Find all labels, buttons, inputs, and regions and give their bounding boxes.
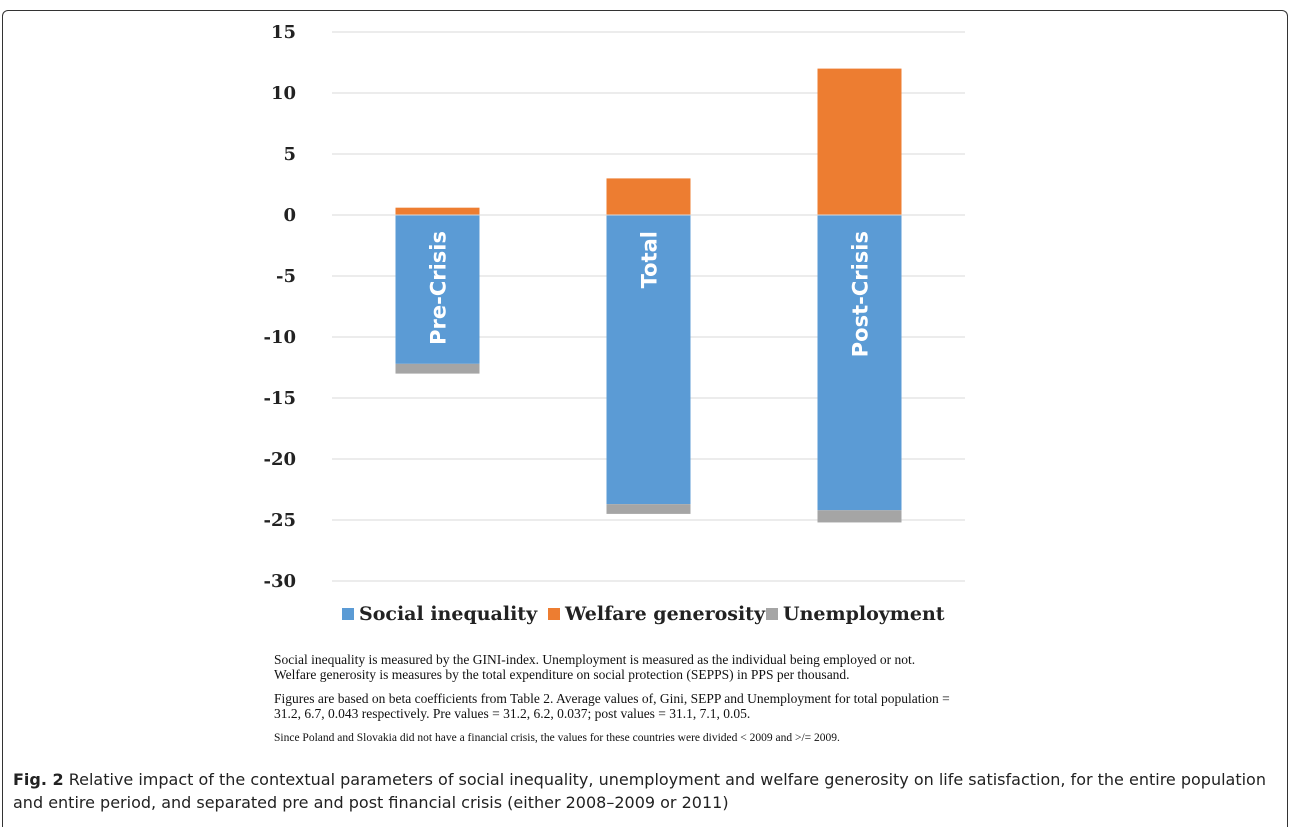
bar-category-label: Post-Crisis — [849, 231, 873, 357]
figure-label: Fig. 2 — [13, 770, 64, 789]
note-line-2: Welfare generosity is measures by the to… — [274, 667, 850, 682]
bar-segment — [817, 510, 902, 523]
figure-caption-text: Relative impact of the contextual parame… — [13, 770, 1266, 812]
bar-category-labels: Pre-Crisis Total Post-Crisis — [427, 231, 873, 357]
y-axis-tick-labels: 15 10 5 0 -5 -10 -15 -20 -25 -30 — [263, 22, 296, 592]
legend-label: Welfare generosity — [564, 603, 766, 625]
y-tick-label: -5 — [276, 266, 296, 287]
note-line-1: Social inequality is measured by the GIN… — [274, 652, 916, 667]
bar-segment — [606, 215, 691, 505]
bar-segment — [395, 363, 480, 374]
bar-category-label: Pre-Crisis — [427, 231, 451, 345]
legend: Social inequality Welfare generosity Unemp… — [342, 603, 945, 625]
bars — [332, 68, 965, 523]
figure-caption: Fig. 2 Relative impact of the contextual… — [13, 768, 1278, 814]
legend-label: Unemployment — [783, 603, 945, 625]
bar-segment — [395, 207, 480, 215]
y-tick-label: -10 — [263, 327, 296, 348]
note-line-4: 31.2, 6.7, 0.043 respectively. Pre value… — [274, 706, 751, 721]
y-tick-label: 5 — [283, 144, 296, 165]
note-line-5: Since Poland and Slovakia did not have a… — [274, 732, 840, 744]
figure-frame — [2, 10, 1288, 827]
legend-swatch — [342, 608, 354, 620]
bar-segment — [817, 68, 902, 215]
note-line-3: Figures are based on beta coefficients f… — [274, 691, 950, 706]
bar-segment — [606, 178, 691, 215]
y-tick-label: -30 — [263, 571, 296, 592]
legend-swatch — [766, 608, 778, 620]
legend-label: Social inequality — [359, 603, 538, 625]
bar-segment — [606, 504, 691, 514]
y-tick-label: 0 — [283, 205, 296, 226]
y-tick-label: 10 — [271, 83, 296, 104]
y-tick-label: 15 — [271, 22, 296, 43]
y-tick-label: -20 — [263, 449, 296, 470]
y-tick-label: -25 — [263, 510, 296, 531]
bar-segment — [817, 215, 902, 511]
legend-swatch — [548, 608, 560, 620]
y-tick-label: -15 — [263, 388, 296, 409]
bar-category-label: Total — [638, 231, 662, 288]
chart-notes: Social inequality is measured by the GIN… — [274, 652, 1174, 746]
bar-segment — [395, 215, 480, 364]
